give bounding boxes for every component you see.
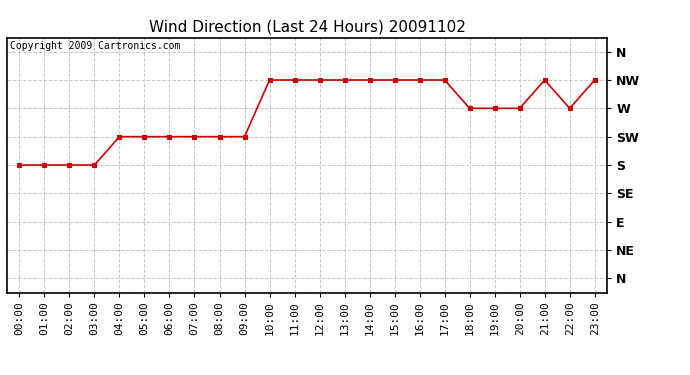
Title: Wind Direction (Last 24 Hours) 20091102: Wind Direction (Last 24 Hours) 20091102 <box>148 20 466 35</box>
Text: Copyright 2009 Cartronics.com: Copyright 2009 Cartronics.com <box>10 41 180 51</box>
